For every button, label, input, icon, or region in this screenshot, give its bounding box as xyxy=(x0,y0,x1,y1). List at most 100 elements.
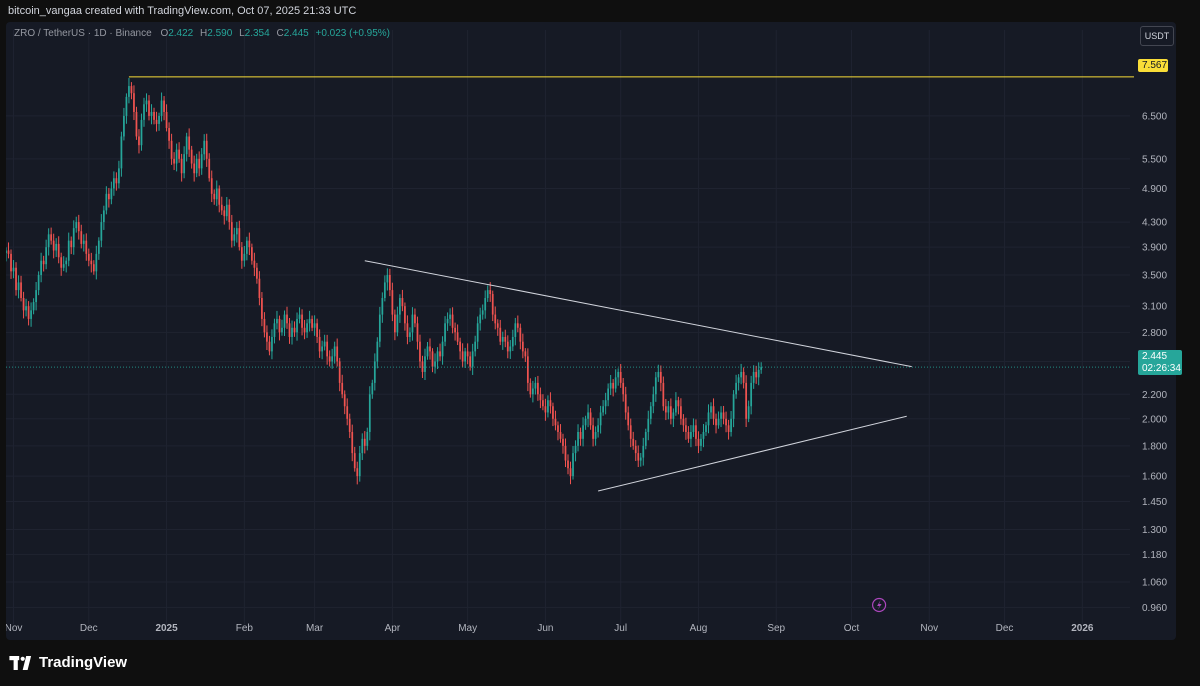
currency-button[interactable]: USDT xyxy=(1140,26,1174,46)
close-value: 2.445 xyxy=(283,28,309,39)
candle-body xyxy=(55,243,58,251)
candle-body xyxy=(100,222,103,241)
candle-body xyxy=(273,323,276,337)
candle-body xyxy=(624,394,627,413)
candle-body xyxy=(715,418,717,426)
y-tick-label: 3.500 xyxy=(1142,270,1167,281)
candle-body xyxy=(268,341,271,352)
candle-body xyxy=(424,356,426,372)
candle-body xyxy=(316,323,318,337)
x-tick-label: Dec xyxy=(80,623,98,634)
candle-body xyxy=(351,431,354,454)
candle-body xyxy=(45,247,48,265)
candle-body xyxy=(434,361,436,367)
candle-body xyxy=(446,318,449,324)
candle-body xyxy=(752,371,755,383)
change-value: +0.023 (+0.95%) xyxy=(315,28,391,39)
candle-body xyxy=(250,247,253,261)
candle-body xyxy=(720,412,722,419)
candle-body xyxy=(72,228,75,248)
candle-body xyxy=(256,267,258,279)
symbol-name: ZRO / TetherUS · 1D · Binance xyxy=(14,28,152,39)
candle-body xyxy=(193,163,196,174)
candle-body xyxy=(70,240,73,248)
candle-body xyxy=(737,377,740,383)
candle-body xyxy=(363,438,366,446)
x-tick-label: 2025 xyxy=(155,623,178,634)
candle-body xyxy=(406,323,409,337)
candle-body xyxy=(261,298,263,319)
candle-body xyxy=(409,332,411,337)
candle-body xyxy=(185,136,188,155)
y-tick-label: 1.180 xyxy=(1142,550,1167,561)
candle-body xyxy=(276,318,278,324)
candle-body xyxy=(296,318,298,333)
candle-body xyxy=(77,222,80,232)
candlestick-chart[interactable]: 0.960 1.060 1.180 1.300 1.450 1.600 1.800 2.000… xyxy=(6,22,1176,640)
y-tick-label: 6.500 xyxy=(1142,111,1167,122)
candle-body xyxy=(230,222,233,241)
x-tick-label: Jun xyxy=(537,623,553,634)
candle-body xyxy=(702,431,705,439)
candle-body xyxy=(281,327,283,333)
candle-body xyxy=(306,323,308,333)
candle-body xyxy=(57,243,60,258)
candle-body xyxy=(52,240,55,251)
candle-body xyxy=(271,336,273,352)
candle-body xyxy=(298,314,301,319)
candle-body xyxy=(534,382,537,389)
candle-body xyxy=(554,418,557,426)
candle-body xyxy=(381,298,384,315)
candle-body xyxy=(592,425,594,439)
y-tick-label: 1.800 xyxy=(1142,441,1167,452)
candle-body xyxy=(612,382,615,389)
candle-body xyxy=(667,406,670,413)
candle-body xyxy=(82,240,85,244)
candle-body xyxy=(105,193,108,211)
tradingview-logo[interactable]: TradingView xyxy=(9,654,127,671)
candle-body xyxy=(562,438,564,446)
candle-body xyxy=(695,425,697,439)
candle-body xyxy=(17,282,20,291)
candle-body xyxy=(301,314,303,328)
candle-body xyxy=(637,453,640,461)
candle-body xyxy=(386,274,389,283)
candle-body xyxy=(92,264,95,272)
candle-body xyxy=(135,111,138,137)
x-tick-label: Apr xyxy=(385,623,401,634)
candle-body xyxy=(170,140,173,159)
candle-body xyxy=(697,438,700,446)
y-tick-label: 0.960 xyxy=(1142,603,1167,614)
brand-name: TradingView xyxy=(39,654,128,671)
candle-body xyxy=(572,453,574,477)
candle-body xyxy=(80,231,83,244)
x-tick-label: Jul xyxy=(614,623,627,634)
candle-body xyxy=(175,149,178,164)
candle-body xyxy=(138,136,140,146)
candle-body xyxy=(326,341,329,357)
candle-body xyxy=(411,314,414,333)
candle-body xyxy=(7,250,10,254)
candle-body xyxy=(414,314,416,324)
candle-body xyxy=(87,253,90,261)
candle-body xyxy=(67,240,70,261)
candle-body xyxy=(419,341,421,362)
candle-body xyxy=(597,425,599,432)
candle-body xyxy=(396,314,399,333)
candle-body xyxy=(680,406,682,419)
x-tick-label: Nov xyxy=(920,623,938,634)
candle-body xyxy=(466,351,469,357)
candle-body xyxy=(722,412,725,419)
x-tick-label: Dec xyxy=(996,623,1014,634)
candle-body xyxy=(153,111,155,120)
candle-body xyxy=(35,290,37,303)
candle-body xyxy=(589,412,592,426)
y-tick-label: 1.300 xyxy=(1142,525,1167,536)
candle-body xyxy=(291,327,293,337)
chart-pane[interactable]: 0.960 1.060 1.180 1.300 1.450 1.600 1.800 2.000… xyxy=(6,22,1182,640)
candle-body xyxy=(742,371,745,383)
candle-body xyxy=(266,332,268,342)
candle-body xyxy=(476,323,479,342)
candle-body xyxy=(481,310,484,315)
candle-body xyxy=(587,412,589,419)
